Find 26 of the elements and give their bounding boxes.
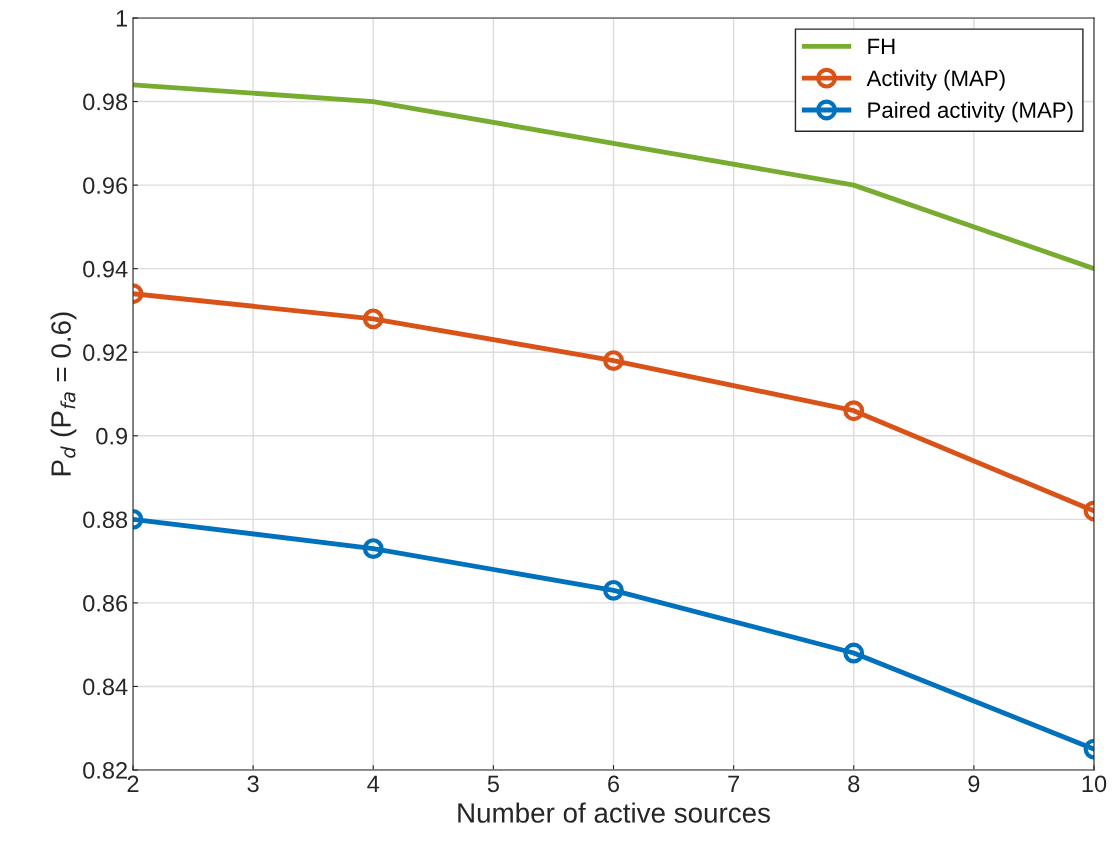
y-tick-label: 0.92 [83,344,127,362]
x-tick-label: 8 [848,775,860,793]
y-tick-label: 0.86 [83,594,128,612]
point [603,350,624,371]
y-tick-label: 0.96 [83,177,128,194]
x-axis-title: Number of active sources [458,802,770,823]
y-tick-label: 0.82 [83,762,127,779]
x-tick-label: 5 [487,775,499,793]
y-axis-title: P$_{d}$ (P$_{fa}$ = 0.6) [50,312,77,476]
y-tick-label: 0.94 [83,260,128,278]
legend-label: FH [868,38,895,55]
x-tick-label: 2 [127,775,139,792]
y-tick-label: 0.84 [83,678,128,696]
y-tick-label: 1 [116,10,127,27]
x-tick-label: 4 [367,775,380,792]
y-tick-label: 0.9 [96,427,128,445]
legend-label: Activity (MAP) [866,69,1005,91]
x-tick-label: 6 [608,775,620,793]
y-tick-label: 0.88 [83,511,128,529]
x-tick-label: 3 [247,775,259,793]
x-tick-label: 9 [968,775,980,793]
y-tick-label: 0.98 [83,93,128,111]
x-tick-label: 10 [1082,775,1107,793]
legend-label: Paired activity (MAP) [868,101,1073,123]
x-tick-label: 7 [728,775,740,792]
point [603,579,624,601]
